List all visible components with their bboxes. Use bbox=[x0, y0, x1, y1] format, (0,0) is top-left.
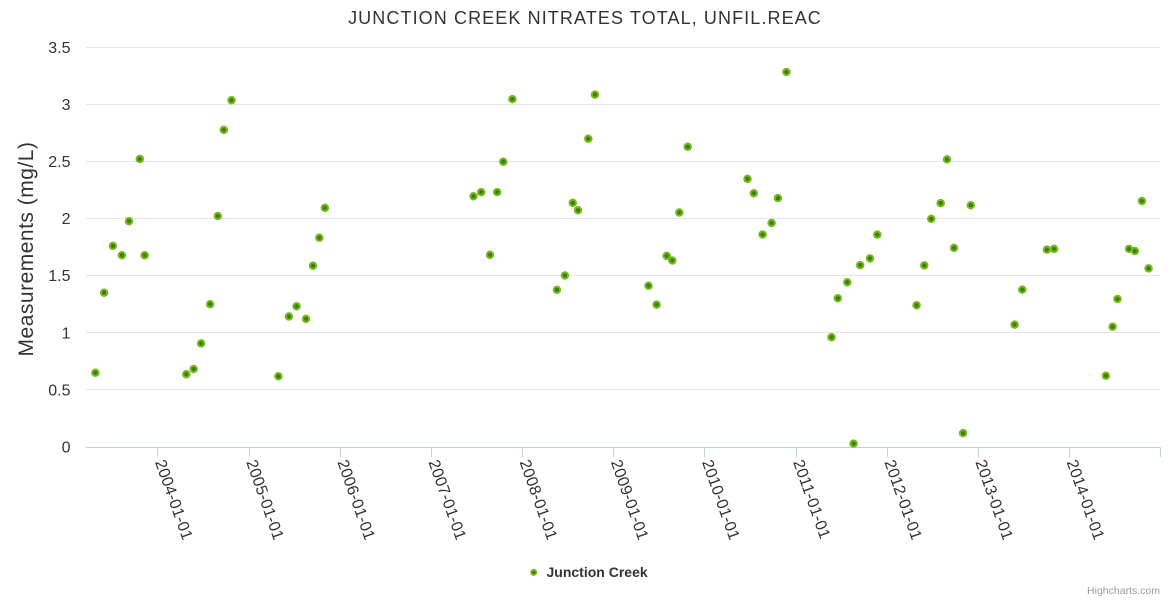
svg-text:3: 3 bbox=[62, 97, 71, 114]
svg-text:1: 1 bbox=[62, 325, 71, 342]
svg-text:JUNCTION CREEK NITRATES TOTAL,: JUNCTION CREEK NITRATES TOTAL, UNFIL.REA… bbox=[348, 8, 822, 28]
svg-text:0: 0 bbox=[62, 440, 71, 457]
svg-text:1.5: 1.5 bbox=[48, 268, 70, 285]
svg-text:2.5: 2.5 bbox=[48, 154, 70, 171]
svg-text:0.5: 0.5 bbox=[48, 382, 70, 399]
svg-text:Highcharts.com: Highcharts.com bbox=[1087, 585, 1160, 597]
svg-text:Junction Creek: Junction Creek bbox=[547, 564, 648, 580]
svg-text:Measurements (mg/L): Measurements (mg/L) bbox=[15, 142, 38, 357]
svg-text:3.5: 3.5 bbox=[48, 40, 70, 57]
svg-text:2: 2 bbox=[62, 211, 71, 228]
